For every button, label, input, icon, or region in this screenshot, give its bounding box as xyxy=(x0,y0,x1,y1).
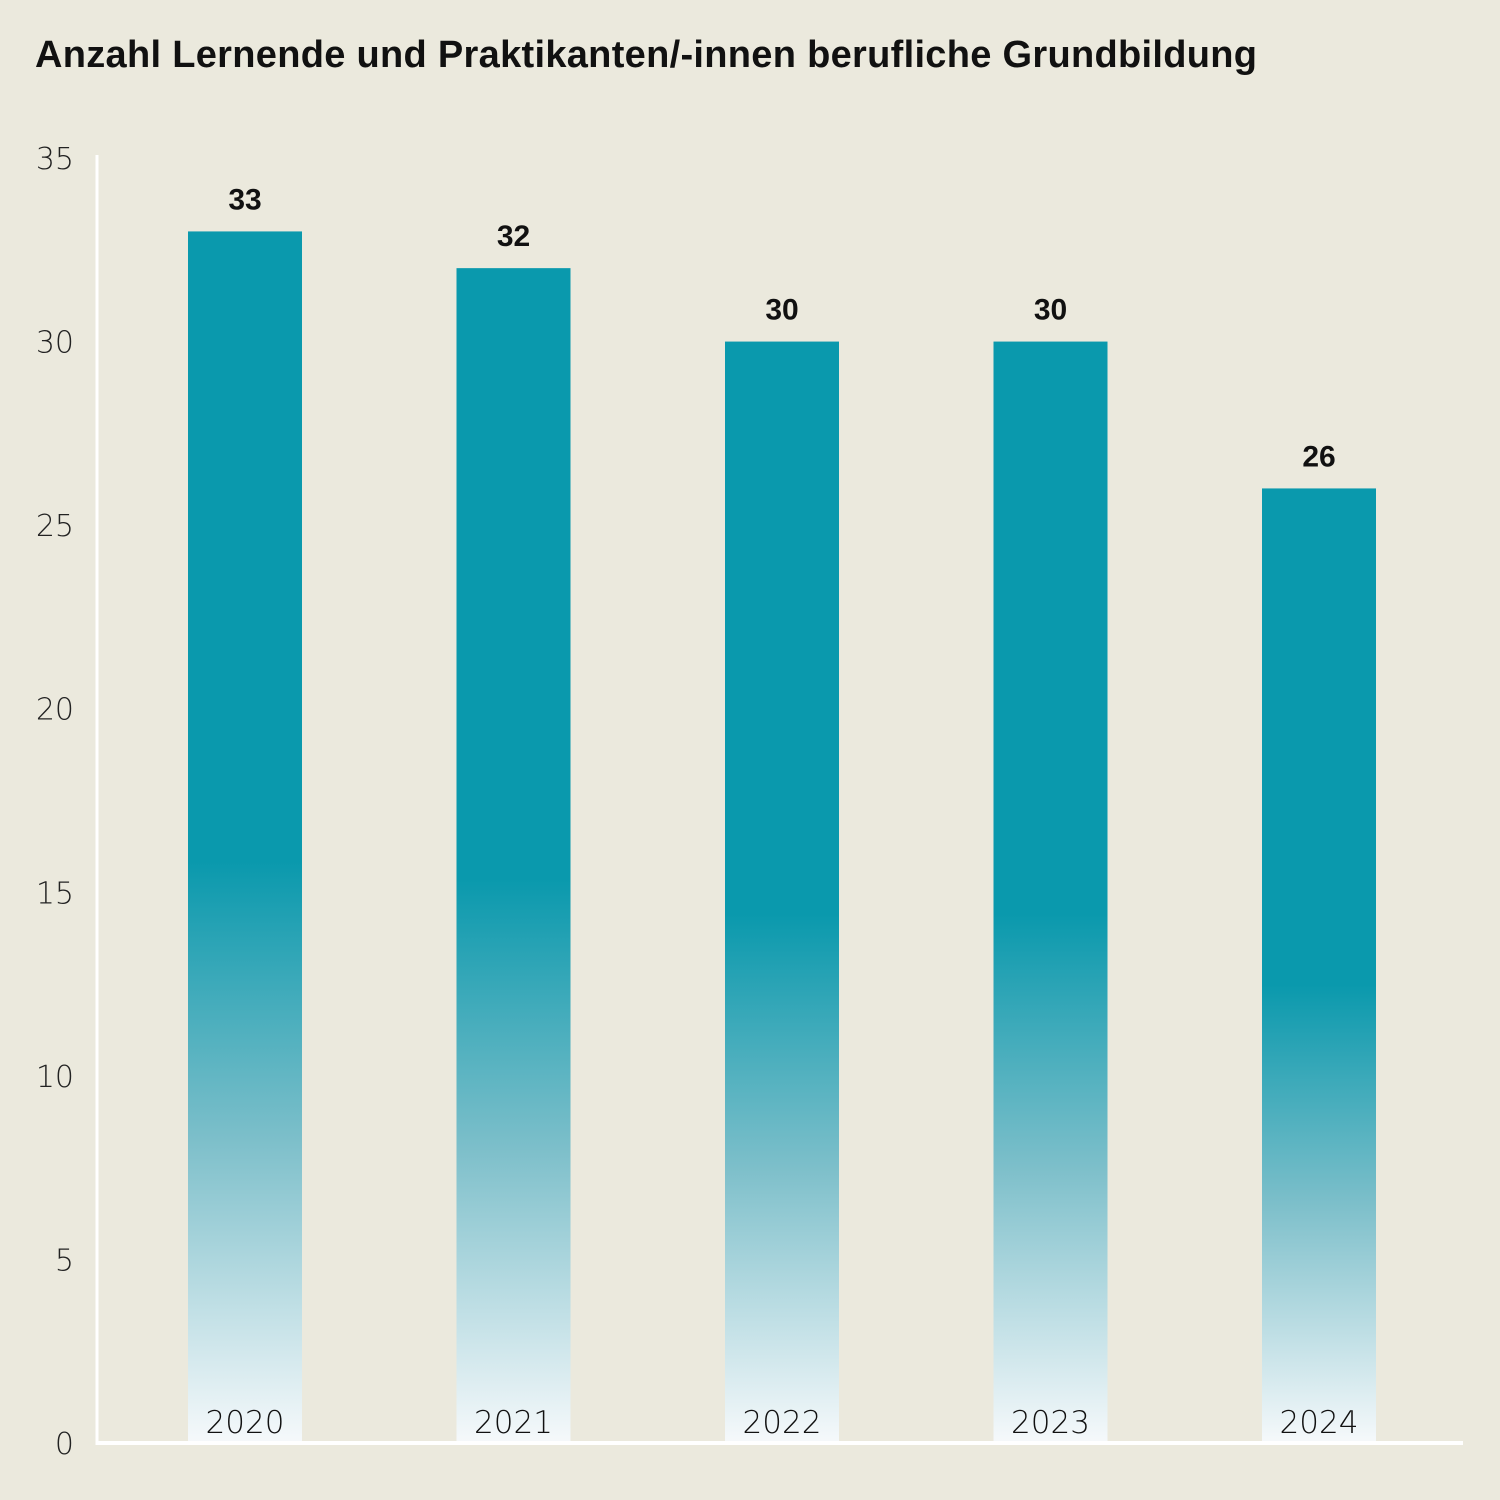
data-label: 32 xyxy=(497,220,530,253)
chart-title: Anzahl Lernende und Praktikanten/-innen … xyxy=(35,34,1258,76)
y-tick-label: 5 xyxy=(55,1243,74,1278)
y-tick-label: 10 xyxy=(36,1060,74,1095)
y-tick-label: 25 xyxy=(36,509,74,544)
x-tick-label: 2020 xyxy=(206,1405,285,1441)
bar-2021 xyxy=(456,268,571,1444)
bar-2023 xyxy=(993,341,1108,1444)
y-tick-label: 0 xyxy=(55,1427,74,1462)
x-tick-label: 2024 xyxy=(1280,1405,1359,1441)
data-label: 33 xyxy=(228,183,261,216)
y-tick-label: 35 xyxy=(36,142,74,177)
bar-2022 xyxy=(725,341,839,1444)
data-label: 30 xyxy=(1034,294,1067,327)
data-label: 26 xyxy=(1302,440,1335,473)
x-tick-label: 2022 xyxy=(743,1405,822,1441)
y-tick-label: 20 xyxy=(36,693,74,728)
y-tick-label: 30 xyxy=(36,326,74,361)
x-tick-label: 2021 xyxy=(474,1405,553,1441)
bar-2024 xyxy=(1262,488,1376,1443)
data-label: 30 xyxy=(765,294,798,327)
x-tick-label: 2023 xyxy=(1011,1405,1090,1441)
bar-2020 xyxy=(188,231,302,1443)
y-tick-label: 15 xyxy=(36,876,74,911)
